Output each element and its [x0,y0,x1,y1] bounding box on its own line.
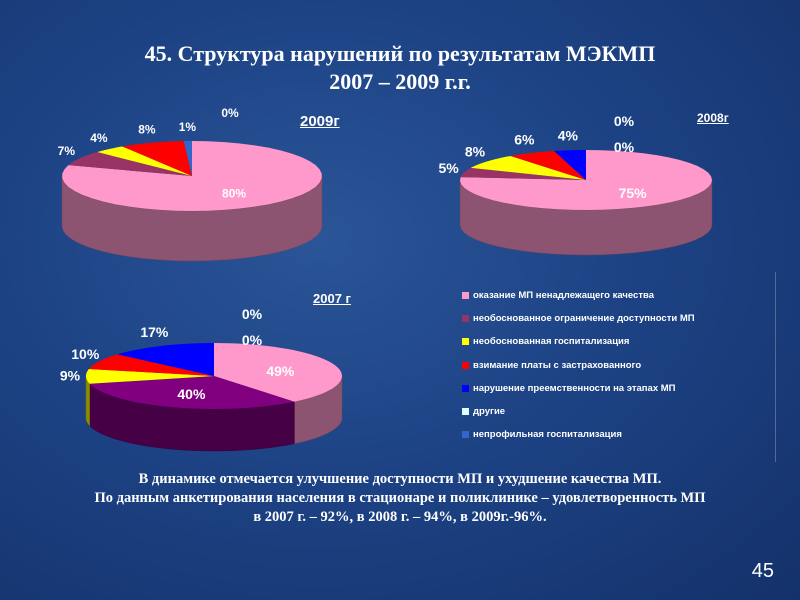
pie-slice [68,152,192,176]
chart-legend: оказание МП ненадлежащего качества необос… [462,284,695,446]
legend-divider [775,272,776,462]
summary-text: В динамике отмечается улучшение доступно… [0,470,800,527]
legend-label: оказание МП ненадлежащего качества [473,290,654,302]
data-label: 0% [221,106,239,120]
pie-slice [510,150,586,180]
legend-item: непрофильная госпитализация [462,423,695,446]
pie-chart-2007: 49% 40% 9% 10% 17% 0% 0% [60,306,343,452]
legend-swatch [462,292,469,300]
legend-swatch [462,315,469,323]
data-label: 0% [242,306,263,322]
legend-label: необоснованная госпитализация [473,336,630,348]
data-label: 17% [140,324,169,340]
chart-title-2007: 2007 г [313,291,351,306]
data-label: 40% [177,386,206,402]
data-label: 8% [138,122,156,136]
data-label: 80% [222,187,246,201]
pie-slice [122,141,192,176]
summary-line-2: По данным анкетирования населения в стац… [94,490,706,506]
legend-item: оказание МП ненадлежащего качества [462,284,695,307]
pie-chart-2009: 80% 7% 4% 8% 0% 1% [58,106,323,262]
chart-title-2008: 2008г [697,111,729,125]
legend-item: необоснованная госпитализация [462,330,695,353]
pie-slice [214,343,342,402]
data-label: 4% [558,127,579,143]
data-label: 75% [619,185,648,201]
legend-label: взимание платы с застрахованного [473,359,642,371]
pie-slice [460,167,586,180]
data-label: 7% [58,144,76,158]
legend-item: необоснованное ограничение доступности М… [462,307,695,330]
legend-item: взимание платы с застрахованного [462,354,695,377]
legend-label: другие [473,406,506,418]
legend-item: нарушение преемственности на этапах МП [462,377,695,400]
legend-item: другие [462,400,695,423]
pie-chart-2008: 75% 5% 8% 6% 4% 0% 0% [439,113,713,256]
data-label: 5% [439,160,460,176]
legend-label: нарушение преемственности на этапах МП [473,382,676,394]
pie-slice [89,376,295,409]
legend-label: необоснованное ограничение доступности М… [473,313,695,325]
data-label: 8% [465,144,486,160]
pie-slice [460,150,712,210]
pie-slice [117,343,214,376]
legend-swatch [462,431,469,439]
pie-slice [554,150,586,180]
pie-slice [183,141,192,176]
legend-label: непрофильная госпитализация [473,429,622,441]
pie-slice [97,146,192,176]
data-label: 10% [71,346,100,362]
data-label: 0% [242,332,263,348]
title-line-2: 2007 – 2009 г.г. [329,69,471,94]
legend-swatch [462,408,469,416]
summary-line-3: в 2007 г. – 92%, в 2008 г. – 94%, в 2009… [253,509,547,525]
chart-title-2009: 2009г [300,113,340,130]
legend-swatch [462,338,469,346]
slide-title: 45. Структура нарушений по результатам М… [0,40,800,96]
legend-swatch [462,384,469,392]
pie-side-slice [85,375,90,427]
page-number: 45 [751,560,774,582]
data-label: 9% [60,368,81,384]
pie-slice [470,155,586,180]
data-label: 0% [614,113,635,129]
title-line-1: 45. Структура нарушений по результатам М… [144,41,656,66]
summary-line-1: В динамике отмечается улучшение доступно… [138,471,662,487]
data-label: 1% [179,120,197,134]
data-label: 49% [266,363,295,379]
legend-swatch [462,361,469,369]
data-label: 0% [614,139,635,155]
pie-slice [86,369,214,384]
data-label: 6% [514,131,535,147]
data-label: 4% [90,131,108,145]
pie-slice [88,354,214,376]
